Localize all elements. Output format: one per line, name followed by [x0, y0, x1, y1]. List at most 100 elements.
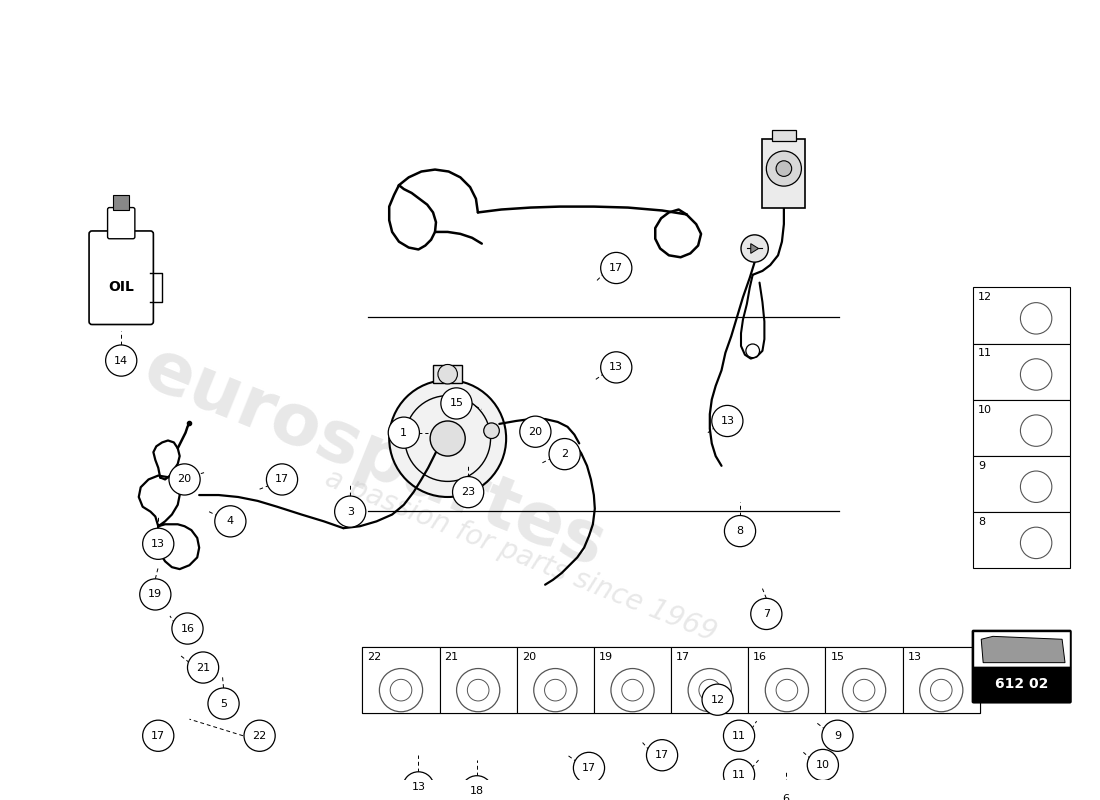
Text: 14: 14	[114, 355, 129, 366]
Circle shape	[750, 598, 782, 630]
Bar	[671, 647, 748, 714]
Text: 19: 19	[598, 652, 613, 662]
Text: 4: 4	[227, 516, 234, 526]
Circle shape	[430, 421, 465, 456]
Circle shape	[807, 750, 838, 781]
Text: 13: 13	[908, 652, 922, 662]
Bar	[903, 647, 980, 714]
Circle shape	[452, 477, 484, 508]
Circle shape	[724, 720, 755, 751]
Circle shape	[770, 783, 802, 800]
Text: 5: 5	[220, 698, 227, 709]
Circle shape	[601, 352, 631, 383]
Circle shape	[438, 365, 458, 384]
Circle shape	[549, 438, 580, 470]
Circle shape	[767, 151, 802, 186]
Circle shape	[601, 252, 631, 283]
Text: 10: 10	[978, 405, 992, 414]
Bar	[974, 400, 1070, 456]
Bar	[762, 139, 805, 207]
Circle shape	[441, 388, 472, 419]
Bar	[433, 366, 462, 383]
Text: 10: 10	[816, 760, 829, 770]
Text: 1: 1	[400, 428, 407, 438]
Circle shape	[106, 345, 136, 376]
Text: 17: 17	[582, 763, 596, 773]
Circle shape	[725, 515, 756, 546]
Bar	[362, 647, 440, 714]
Text: 22: 22	[253, 730, 266, 741]
Circle shape	[169, 464, 200, 495]
Text: 8: 8	[978, 517, 986, 527]
Text: 17: 17	[654, 750, 669, 760]
Bar	[748, 647, 825, 714]
Text: 22: 22	[367, 652, 382, 662]
Circle shape	[389, 380, 506, 497]
FancyBboxPatch shape	[89, 231, 153, 325]
Bar	[594, 647, 671, 714]
Text: 11: 11	[733, 770, 746, 780]
Circle shape	[647, 740, 678, 771]
Text: 21: 21	[196, 662, 210, 673]
Text: 13: 13	[411, 782, 426, 792]
Text: 17: 17	[676, 652, 690, 662]
Text: 19: 19	[148, 590, 163, 599]
Text: 13: 13	[720, 416, 735, 426]
Circle shape	[484, 423, 499, 438]
Polygon shape	[750, 244, 759, 254]
Text: 612 02: 612 02	[996, 677, 1048, 691]
Circle shape	[388, 417, 419, 448]
Text: 17: 17	[609, 263, 624, 273]
Text: 2: 2	[561, 449, 569, 459]
Text: 12: 12	[711, 694, 725, 705]
Text: 9: 9	[834, 730, 842, 741]
Bar	[825, 647, 903, 714]
Bar	[113, 195, 129, 210]
Bar	[974, 512, 1070, 568]
Circle shape	[777, 161, 792, 176]
Circle shape	[266, 464, 298, 495]
Text: 21: 21	[444, 652, 459, 662]
Circle shape	[140, 579, 170, 610]
Text: 9: 9	[978, 461, 986, 470]
FancyBboxPatch shape	[108, 207, 135, 238]
Circle shape	[143, 528, 174, 559]
Text: 3: 3	[346, 506, 354, 517]
Circle shape	[822, 720, 854, 751]
Circle shape	[214, 506, 246, 537]
Text: 20: 20	[177, 474, 191, 485]
Bar	[974, 287, 1070, 344]
Bar	[974, 456, 1070, 512]
Text: 15: 15	[830, 652, 845, 662]
Bar	[974, 344, 1070, 400]
Circle shape	[172, 613, 204, 644]
Circle shape	[244, 720, 275, 751]
Text: 17: 17	[151, 730, 165, 741]
Polygon shape	[981, 636, 1065, 662]
Circle shape	[187, 652, 219, 683]
Text: 13: 13	[609, 362, 624, 372]
Circle shape	[208, 688, 239, 719]
Text: 11: 11	[978, 349, 992, 358]
Text: 8: 8	[737, 526, 744, 536]
Text: 13: 13	[152, 538, 165, 549]
Text: 7: 7	[762, 609, 770, 619]
Bar	[362, 647, 980, 714]
Bar	[974, 631, 1070, 666]
Circle shape	[746, 344, 759, 358]
Text: 20: 20	[521, 652, 536, 662]
Text: 18: 18	[470, 786, 484, 796]
Text: 6: 6	[782, 794, 790, 800]
Circle shape	[741, 235, 768, 262]
Text: 17: 17	[275, 474, 289, 485]
Bar	[440, 647, 517, 714]
Circle shape	[573, 752, 605, 783]
Text: 16: 16	[754, 652, 767, 662]
Text: 15: 15	[450, 398, 463, 409]
Text: a passion for parts since 1969: a passion for parts since 1969	[321, 464, 720, 647]
Bar	[974, 666, 1070, 702]
Text: OIL: OIL	[108, 281, 134, 294]
Text: 16: 16	[180, 623, 195, 634]
Text: eurospartes: eurospartes	[134, 334, 615, 582]
Circle shape	[712, 406, 743, 437]
